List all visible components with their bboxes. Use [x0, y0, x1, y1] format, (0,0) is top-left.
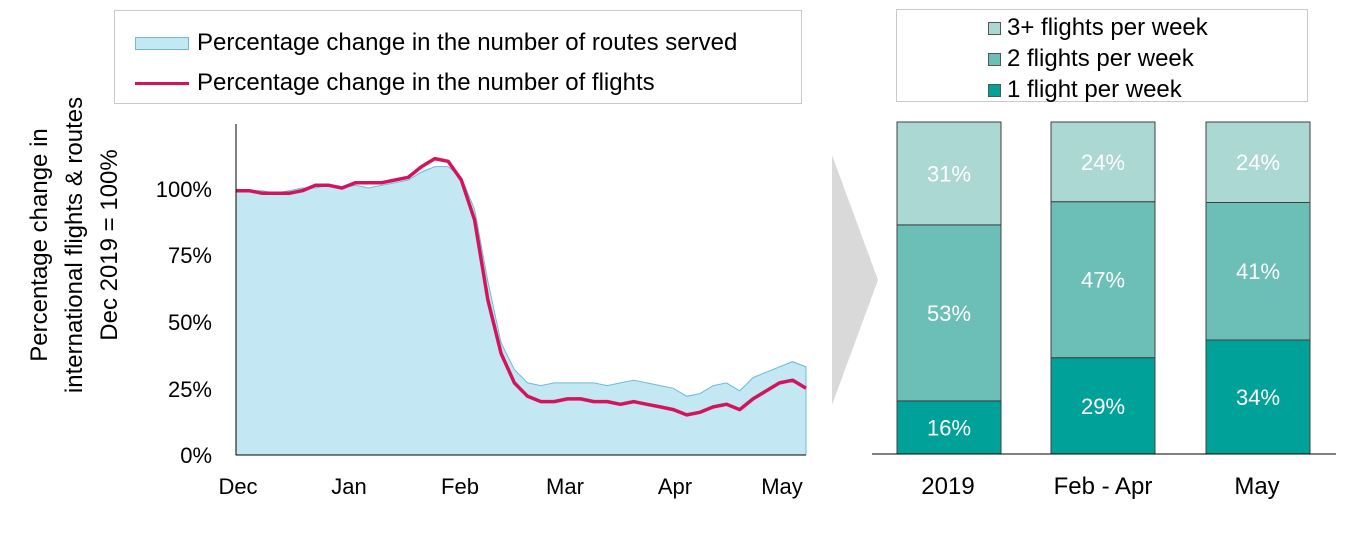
line-chart-legend: Percentage change in the number of route…: [114, 10, 802, 104]
routes-area: [235, 166, 807, 456]
swatch-1: [988, 83, 1001, 97]
y-tick-label: 0%: [180, 443, 212, 468]
x-tick-label: Jan: [331, 474, 366, 499]
bar-data-label: 24%: [1236, 150, 1280, 175]
bar-data-label: 31%: [927, 162, 971, 187]
bar-chart-legend: 3+ flights per week 2 flights per week 1…: [896, 9, 1308, 104]
segment-2-flights: [896, 224, 1002, 402]
bar-data-label: 41%: [1236, 259, 1280, 284]
flights-line-layer: [236, 156, 807, 417]
x-tick-labels: Dec Jan Feb Mar Apr May: [218, 474, 802, 499]
bar-category-label: May: [1234, 473, 1279, 500]
legend-item-2: 2 flights per week: [988, 45, 1194, 73]
transition-arrow: [832, 155, 878, 405]
segment-3plus-flights: [1205, 121, 1311, 203]
y-axis-title: Percentage change in international fligh…: [26, 97, 123, 393]
legend-item-3plus: 3+ flights per week: [988, 14, 1208, 42]
y-tick-label: 100%: [156, 177, 212, 202]
x-tick-label: May: [761, 474, 803, 499]
bar-data-label: 47%: [1081, 268, 1125, 293]
swatch-3plus: [988, 21, 1001, 35]
bar-data-label: 29%: [1081, 394, 1125, 419]
x-tick-label: Apr: [658, 474, 692, 499]
y-tick-labels: 0% 25% 50% 75% 100%: [156, 177, 212, 468]
segment-3plus-flights: [896, 121, 1002, 226]
legend-item-1: 1 flight per week: [988, 76, 1182, 104]
y-tick-label: 75%: [168, 243, 212, 268]
segment-1-flight: [896, 400, 1002, 455]
bar-data-label: 34%: [1236, 385, 1280, 410]
bar-data-label: 53%: [927, 301, 971, 326]
legend-label-1: 1 flight per week: [1007, 76, 1182, 103]
y-axis-title-line-2: international flights & routes: [61, 97, 88, 393]
segment-2-flights: [1205, 202, 1311, 341]
legend-item-flights: Percentage change in the number of fligh…: [135, 69, 655, 97]
bar-category-label: 2019: [921, 473, 974, 500]
swatch-2: [988, 52, 1001, 66]
stacked-bars-layer: 16% 53% 31% 29% 47% 24% 34% 41% 24%: [896, 121, 1311, 455]
y-tick-label: 25%: [168, 377, 212, 402]
y-axis-title-line-1: Percentage change in: [26, 128, 53, 362]
bar-data-label: 16%: [927, 415, 971, 440]
flights-line: [236, 156, 807, 417]
legend-label-flights: Percentage change in the number of fligh…: [197, 69, 655, 96]
bar-category-labels: 2019 Feb - Apr May: [921, 473, 1279, 500]
x-tick-label: Feb: [441, 474, 479, 499]
routes-area-layer: [235, 166, 807, 456]
y-tick-label: 50%: [168, 310, 212, 335]
routes-area-swatch: [135, 36, 189, 50]
x-tick-label: Dec: [218, 474, 257, 499]
flights-line-swatch: [135, 81, 189, 85]
bar-data-label: 24%: [1081, 150, 1125, 175]
segment-1-flight: [1205, 339, 1311, 455]
legend-item-routes: Percentage change in the number of route…: [135, 29, 737, 57]
segment-3plus-flights: [1050, 121, 1156, 203]
bar-category-label: Feb - Apr: [1054, 473, 1153, 500]
legend-label-3plus: 3+ flights per week: [1007, 14, 1208, 41]
legend-label-2: 2 flights per week: [1007, 45, 1194, 72]
segment-1-flight: [1050, 357, 1156, 455]
y-axis-title-line-3: Dec 2019 = 100%: [96, 149, 123, 340]
x-tick-label: Mar: [546, 474, 584, 499]
legend-label-routes: Percentage change in the number of route…: [197, 29, 738, 56]
